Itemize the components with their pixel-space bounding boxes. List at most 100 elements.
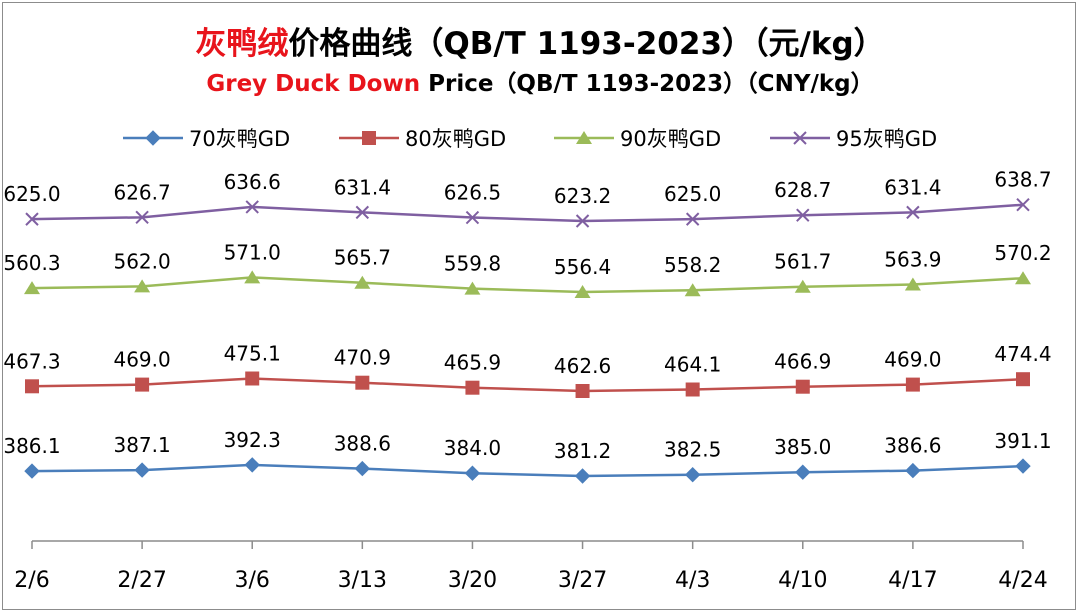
data-point — [464, 281, 481, 295]
data-label: 560.3 — [3, 251, 60, 275]
data-point — [24, 463, 40, 479]
data-label: 387.1 — [113, 433, 170, 457]
data-label: 388.6 — [334, 432, 391, 456]
data-label: 625.0 — [664, 182, 721, 206]
data-label: 466.9 — [774, 350, 831, 374]
data-label: 385.0 — [774, 435, 831, 459]
data-label: 391.1 — [994, 429, 1051, 453]
legend-label: 95灰鸭GD — [836, 127, 937, 151]
data-label: 386.6 — [884, 434, 941, 458]
data-label: 558.2 — [664, 253, 721, 277]
data-label: 469.0 — [113, 348, 170, 372]
data-label: 467.3 — [3, 349, 60, 373]
data-label: 475.1 — [224, 342, 281, 366]
data-label: 631.4 — [334, 175, 391, 199]
plot-area: 386.1 387.1 392.3 388.6 384.0 381.2 382.5 385.0… — [3, 168, 1052, 484]
data-point — [685, 212, 700, 226]
x-tick-label: 3/6 — [235, 568, 270, 593]
legend: 70灰鸭GD 80灰鸭GD 90灰鸭GD 95灰鸭GD — [123, 127, 937, 151]
series-4: 625.0 626.7 636.6 631.4 626.5 623.2 625.0 628.7… — [3, 168, 1052, 228]
series-line — [31, 276, 1024, 294]
data-point — [464, 465, 481, 481]
legend-label: 90灰鸭GD — [620, 127, 721, 151]
chart-title-en-highlight: Grey Duck Down — [206, 71, 421, 97]
data-label: 565.7 — [334, 246, 391, 270]
data-point — [134, 279, 151, 293]
chart-title-en-rest: Price（QB/T 1193-2023）（CNY/kg） — [420, 71, 874, 97]
data-point — [1015, 458, 1031, 474]
data-label: 562.0 — [113, 249, 170, 273]
data-point — [906, 205, 920, 220]
x-tick-label: 3/27 — [558, 568, 607, 593]
data-point — [575, 214, 590, 228]
data-label: 474.4 — [994, 342, 1051, 366]
x-tick-label: 3/20 — [448, 568, 497, 593]
legend-entry: 80灰鸭GD — [339, 127, 506, 151]
legend-marker — [362, 131, 376, 145]
data-label: 623.2 — [554, 184, 611, 208]
data-point — [794, 279, 811, 293]
data-point — [685, 382, 700, 397]
data-label: 465.9 — [444, 351, 501, 375]
data-point — [134, 462, 150, 478]
data-label: 638.7 — [994, 168, 1051, 192]
x-tick-label: 3/13 — [338, 568, 387, 593]
data-point — [25, 212, 39, 226]
data-point — [1016, 372, 1030, 387]
legend-label: 80灰鸭GD — [405, 127, 506, 151]
legend-label: 70灰鸭GD — [189, 127, 290, 151]
data-label: 628.7 — [774, 178, 831, 202]
data-label: 386.1 — [3, 434, 60, 458]
chart-title-en: Grey Duck Down Price（QB/T 1193-2023）（CNY… — [0, 64, 1080, 98]
data-point — [684, 466, 701, 483]
x-axis: 2/6 2/27 3/6 3/13 3/20 3/27 4/3 4/10 4/17 4/24 — [14, 540, 1048, 593]
chart-title-cn-highlight: 灰鸭绒 — [195, 26, 289, 62]
series-line — [31, 377, 1024, 393]
data-point — [574, 468, 591, 484]
data-label: 392.3 — [224, 428, 281, 452]
data-point — [684, 283, 701, 297]
data-point — [24, 281, 40, 295]
data-label: 636.6 — [224, 170, 281, 194]
data-label: 626.7 — [113, 180, 170, 204]
x-tick-label: 4/3 — [675, 568, 710, 593]
data-label: 382.5 — [664, 438, 721, 462]
data-point — [796, 208, 810, 222]
chart-title-cn-rest: 价格曲线（QB/T 1193-2023）（元/kg） — [288, 26, 885, 62]
data-label: 556.4 — [554, 255, 611, 279]
series-1: 386.1 387.1 392.3 388.6 384.0 381.2 382.5 385.0… — [3, 428, 1052, 484]
data-label: 462.6 — [554, 354, 611, 378]
data-point — [795, 464, 811, 480]
chart-title-cn: 灰鸭绒价格曲线（QB/T 1193-2023）（元/kg） — [0, 18, 1080, 63]
data-label: 571.0 — [224, 240, 281, 264]
data-label: 381.2 — [554, 439, 611, 463]
data-point — [465, 210, 480, 225]
x-tick-label: 2/6 — [14, 568, 49, 593]
data-label: 626.5 — [444, 181, 501, 205]
data-label: 470.9 — [334, 346, 391, 370]
data-point — [465, 380, 480, 395]
data-label: 464.1 — [664, 353, 721, 377]
data-point — [355, 375, 370, 390]
series-3: 560.3 562.0 571.0 565.7 559.8 556.4 558.2 561.7… — [3, 240, 1052, 298]
legend-entry: 95灰鸭GD — [770, 127, 937, 151]
data-point — [1015, 271, 1031, 285]
data-point — [905, 462, 921, 479]
data-point — [245, 200, 259, 214]
data-point — [25, 379, 39, 394]
legend-marker — [145, 130, 161, 146]
data-point — [135, 210, 149, 225]
x-tick-label: 4/24 — [998, 568, 1047, 593]
legend-marker — [576, 131, 592, 144]
data-label: 384.0 — [444, 436, 501, 460]
x-tick-label: 4/17 — [888, 568, 937, 593]
data-point — [1016, 198, 1030, 212]
legend-marker — [793, 131, 807, 145]
data-label: 570.2 — [994, 241, 1051, 265]
data-point — [355, 205, 370, 220]
x-tick-label: 4/10 — [778, 568, 827, 593]
data-label: 625.0 — [3, 182, 60, 206]
data-label: 559.8 — [444, 252, 501, 276]
